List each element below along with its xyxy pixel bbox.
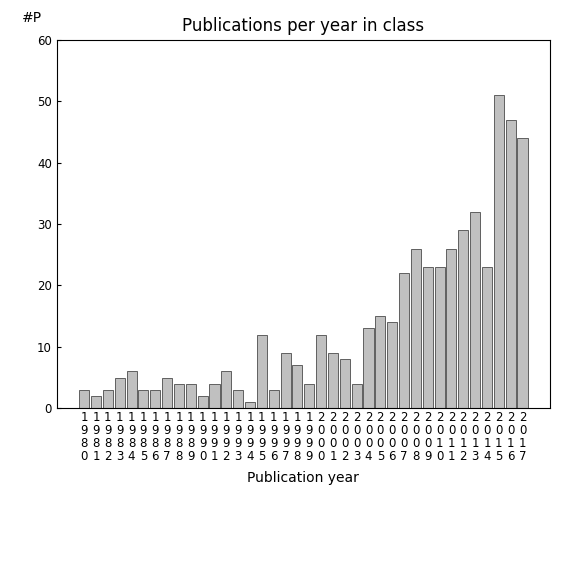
Bar (269, 390, 279, 408)
Bar (209, 384, 219, 408)
Bar (281, 353, 291, 408)
Bar (470, 211, 480, 408)
Bar (245, 402, 255, 408)
Bar (423, 267, 433, 408)
Bar (434, 267, 445, 408)
Title: Publications per year in class: Publications per year in class (182, 18, 425, 35)
Bar (162, 378, 172, 408)
Bar (482, 267, 492, 408)
Bar (103, 390, 113, 408)
Bar (446, 248, 456, 408)
X-axis label: Publication year: Publication year (247, 471, 359, 485)
Bar (186, 384, 196, 408)
Bar (174, 384, 184, 408)
Bar (387, 322, 397, 408)
Bar (126, 371, 137, 408)
Bar (340, 359, 350, 408)
Bar (150, 390, 160, 408)
Bar (138, 390, 149, 408)
Bar (304, 384, 314, 408)
Bar (375, 316, 386, 408)
Bar (233, 390, 243, 408)
Bar (363, 328, 374, 408)
Bar (494, 95, 504, 408)
Bar (293, 365, 302, 408)
Bar (352, 384, 362, 408)
Bar (115, 378, 125, 408)
Bar (506, 120, 516, 408)
Bar (399, 273, 409, 408)
Bar (79, 390, 89, 408)
Bar (316, 335, 326, 408)
Bar (257, 335, 267, 408)
Bar (221, 371, 231, 408)
Bar (198, 396, 208, 408)
Text: #P: #P (22, 11, 43, 25)
Bar (328, 353, 338, 408)
Bar (458, 230, 468, 408)
Bar (518, 138, 527, 408)
Bar (411, 248, 421, 408)
Bar (91, 396, 101, 408)
